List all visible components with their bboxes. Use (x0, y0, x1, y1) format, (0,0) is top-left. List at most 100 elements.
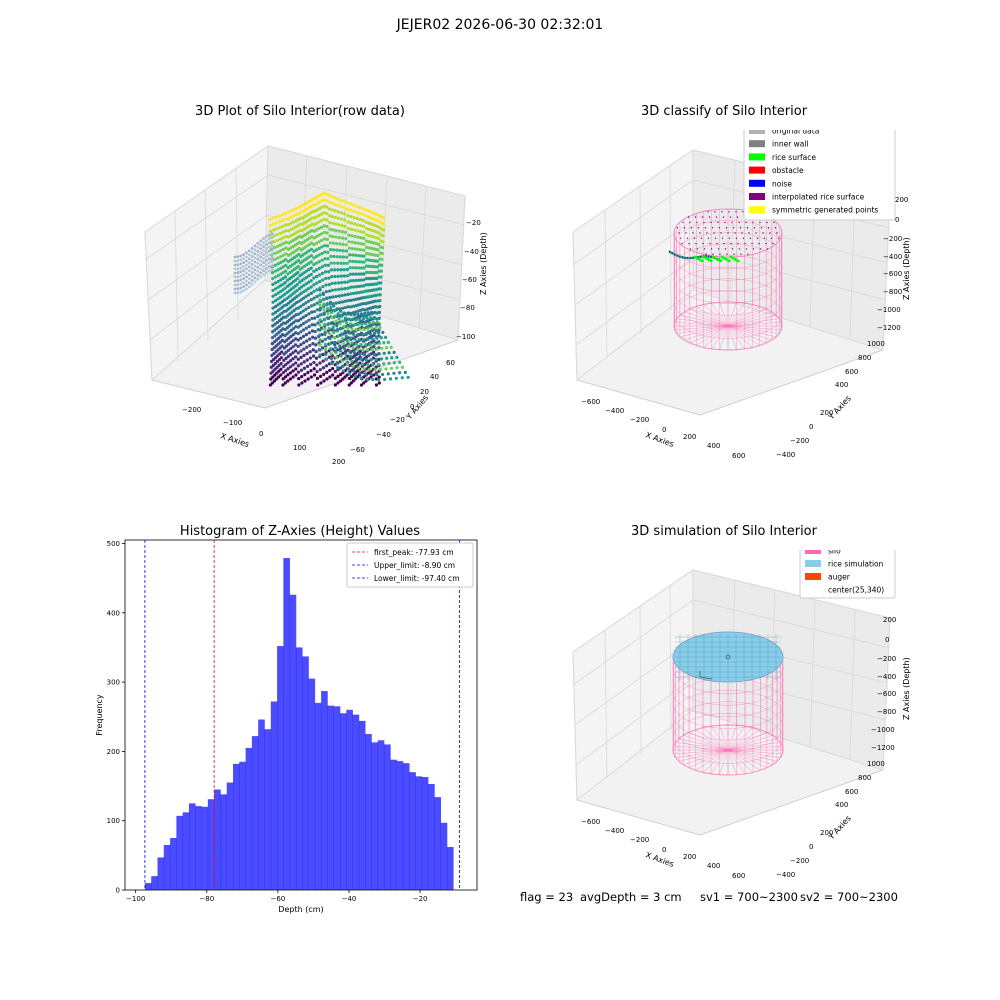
raw-point (267, 253, 271, 257)
raw-point (353, 228, 357, 232)
raw-point (366, 311, 370, 315)
raw-point (325, 211, 329, 216)
raw-point (367, 209, 371, 213)
raw-point (253, 260, 257, 264)
raw-point (315, 363, 319, 367)
raw-point (359, 376, 363, 380)
silo-floor-spoke (676, 318, 729, 327)
raw-point (312, 289, 316, 293)
raw-point (321, 366, 326, 370)
raw-point (352, 209, 356, 213)
raw-point (286, 379, 290, 383)
raw-point (239, 278, 243, 282)
x-tick-label: −80 (199, 895, 214, 903)
raw-point (271, 294, 275, 298)
raw-point (279, 255, 283, 259)
raw-point (281, 383, 285, 387)
raw-point (341, 319, 345, 323)
histogram-bar (415, 776, 423, 890)
silo-floor-spoke (719, 325, 729, 350)
raw-point (374, 326, 378, 330)
raw-point (340, 300, 345, 304)
raw-point (281, 230, 285, 234)
raw-point (325, 296, 329, 301)
raw-point (354, 278, 358, 283)
raw-point (375, 213, 379, 217)
raw-ytick-1: −40 (376, 431, 391, 439)
raw-point (376, 362, 381, 367)
sim-ztick-5: −800 (877, 708, 896, 716)
raw-point (287, 324, 291, 328)
raw-point (318, 374, 323, 378)
raw-point (294, 373, 298, 377)
interpolated-point (766, 221, 768, 224)
raw-point (296, 325, 300, 329)
raw-point (284, 257, 288, 262)
raw-point (336, 268, 340, 272)
interpolated-point (748, 232, 750, 234)
raw-point (381, 234, 385, 238)
raw-point (271, 330, 275, 334)
histogram-bar (377, 740, 385, 890)
raw-point (296, 258, 301, 263)
raw-point (270, 359, 274, 363)
raw-point (233, 283, 237, 287)
raw-point (273, 373, 277, 377)
raw-point (359, 223, 363, 228)
raw-point (286, 373, 290, 377)
silo-floor-spoke (702, 749, 729, 773)
raw-point (340, 223, 344, 228)
raw-point (295, 289, 299, 293)
raw-point (322, 237, 327, 241)
raw-point (321, 278, 325, 282)
raw-point (378, 325, 382, 330)
raw-point (339, 211, 344, 215)
raw-point (310, 323, 314, 327)
histogram-bar (151, 876, 158, 890)
legend-label: rice simulation (828, 560, 884, 569)
raw-point (259, 255, 263, 259)
raw-point (337, 294, 341, 298)
silo-floor-spoke (727, 742, 781, 751)
raw-point (305, 364, 310, 368)
raw-point (325, 224, 329, 229)
raw-point (307, 312, 311, 316)
raw-point (292, 214, 296, 218)
raw-point (275, 314, 280, 319)
silo-floor-spoke (727, 325, 772, 341)
interpolated-point (774, 227, 777, 229)
raw-point (359, 272, 363, 276)
raw-point (270, 347, 274, 352)
raw-point (307, 331, 311, 335)
raw-point (323, 270, 328, 274)
raw-point (314, 234, 319, 239)
raw-point (357, 266, 361, 270)
raw-ytick-6: 60 (446, 359, 455, 367)
interpolated-point (763, 237, 766, 239)
raw-point (320, 271, 325, 275)
silo-floor-spoke (727, 749, 737, 775)
raw-point (294, 331, 298, 335)
sim-ytick-3: 200 (820, 829, 833, 837)
cls-ztick-4: −600 (883, 270, 902, 278)
raw-point (312, 309, 317, 314)
raw-point (318, 313, 322, 317)
raw-point (364, 245, 369, 249)
raw-point (317, 207, 321, 211)
raw-point (294, 355, 298, 359)
raw-point (276, 279, 280, 284)
raw-point (349, 215, 353, 219)
raw-point (320, 258, 324, 262)
raw-point (331, 366, 335, 371)
raw-point (273, 275, 278, 279)
raw-point (346, 286, 350, 290)
raw-point (250, 250, 254, 254)
silo-ring (673, 232, 783, 281)
raw-point (340, 230, 344, 234)
raw-point (328, 220, 332, 225)
sim-xtick-5: 400 (707, 862, 720, 870)
raw-point (253, 252, 257, 256)
raw-point (323, 250, 327, 254)
interpolated-point (713, 232, 715, 234)
raw-point (262, 241, 265, 244)
